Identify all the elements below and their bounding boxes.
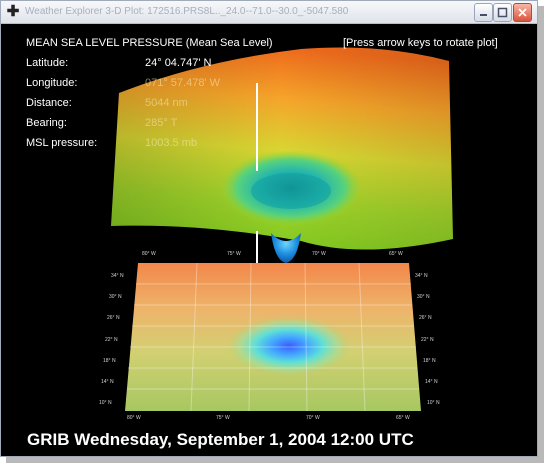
close-button[interactable]	[513, 3, 532, 22]
longitude-label: Longitude:	[26, 77, 78, 89]
rotate-hint: [Press arrow keys to rotate plot]	[343, 37, 498, 49]
map-tick-left: 30° N	[109, 294, 122, 300]
close-icon	[518, 8, 527, 17]
map-tick-left: 26° N	[107, 315, 120, 321]
map-tick-left: 14° N	[101, 379, 114, 385]
grib-timestamp: GRIB Wednesday, September 1, 2004 12:00 …	[27, 430, 414, 449]
maximize-button[interactable]	[493, 3, 512, 22]
maximize-icon	[497, 7, 508, 18]
minimize-icon	[480, 14, 487, 16]
map-tick-top: 70° W	[312, 251, 326, 257]
map-tick-right: 34° N	[415, 273, 428, 279]
map-tick-top: 65° W	[389, 251, 403, 257]
pressure-label: MSL pressure:	[26, 137, 98, 149]
plot-window: ✚ Weather Explorer 3-D Plot: 172516.PRS8…	[0, 0, 538, 457]
map-tick-right: 26° N	[419, 315, 432, 321]
pressure-value: 1003.5 mb	[145, 137, 197, 149]
distance-label: Distance:	[26, 97, 72, 109]
map-tick-bottom: 65° W	[396, 415, 410, 421]
map-tick-left: 34° N	[111, 273, 124, 279]
map-tick-left: 10° N	[99, 400, 112, 406]
window-title: Weather Explorer 3-D Plot: 172516.PRS8L.…	[25, 6, 349, 17]
map-tick-bottom: 75° W	[216, 415, 230, 421]
map-tick-right: 14° N	[425, 379, 438, 385]
latitude-label: Latitude:	[26, 57, 69, 69]
title-bar[interactable]: ✚ Weather Explorer 3-D Plot: 172516.PRS8…	[1, 1, 537, 24]
map-tick-bottom: 80° W	[127, 415, 141, 421]
plot-heading: MEAN SEA LEVEL PRESSURE (Mean Sea Level)	[26, 37, 273, 49]
map-tick-top: 80° W	[142, 251, 156, 257]
map-tick-left: 18° N	[103, 358, 116, 364]
map-tick-top: 75° W	[227, 251, 241, 257]
longitude-value: 071° 57.478' W	[145, 77, 220, 89]
map-tick-bottom: 70° W	[306, 415, 320, 421]
map-tick-left: 22° N	[105, 337, 118, 343]
pressure-low-spike	[271, 233, 301, 263]
crosshair-app-icon: ✚	[6, 3, 20, 20]
map-tick-right: 18° N	[423, 358, 436, 364]
map-tick-right: 10° N	[427, 400, 440, 406]
map-tick-right: 30° N	[417, 294, 430, 300]
pressure-3d-plot[interactable]	[1, 1, 537, 456]
latitude-value: 24° 04.747' N	[145, 57, 212, 69]
map-low-center	[227, 316, 351, 376]
bearing-label: Bearing:	[26, 117, 67, 129]
bearing-value: 285° T	[145, 117, 178, 129]
distance-value: 5044 nm	[145, 97, 188, 109]
minimize-button[interactable]	[474, 3, 493, 22]
map-tick-right: 22° N	[421, 337, 434, 343]
